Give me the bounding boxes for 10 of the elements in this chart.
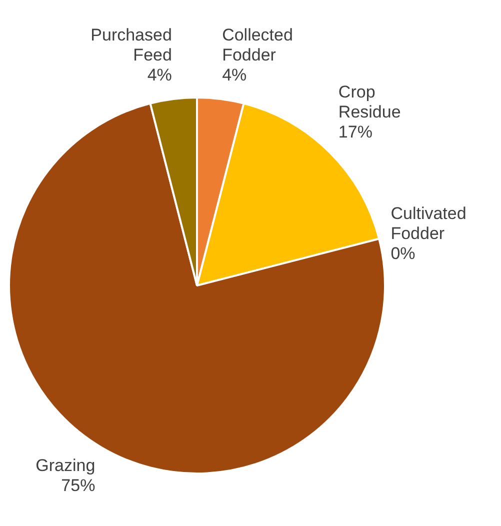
slice-label: Collected Fodder bbox=[222, 25, 293, 64]
data-label: 17% bbox=[338, 122, 372, 142]
data-label: 75% bbox=[61, 476, 96, 495]
data-label: 4% bbox=[147, 65, 172, 84]
text: 0% bbox=[390, 244, 416, 263]
data-label: 4% bbox=[222, 65, 247, 84]
slice-label: Grazing bbox=[36, 456, 96, 475]
slice-label: Purchased Feed bbox=[90, 25, 172, 64]
slice-label: Crop Residue bbox=[338, 82, 401, 122]
category-label: Cultivated Fodder bbox=[390, 204, 466, 243]
